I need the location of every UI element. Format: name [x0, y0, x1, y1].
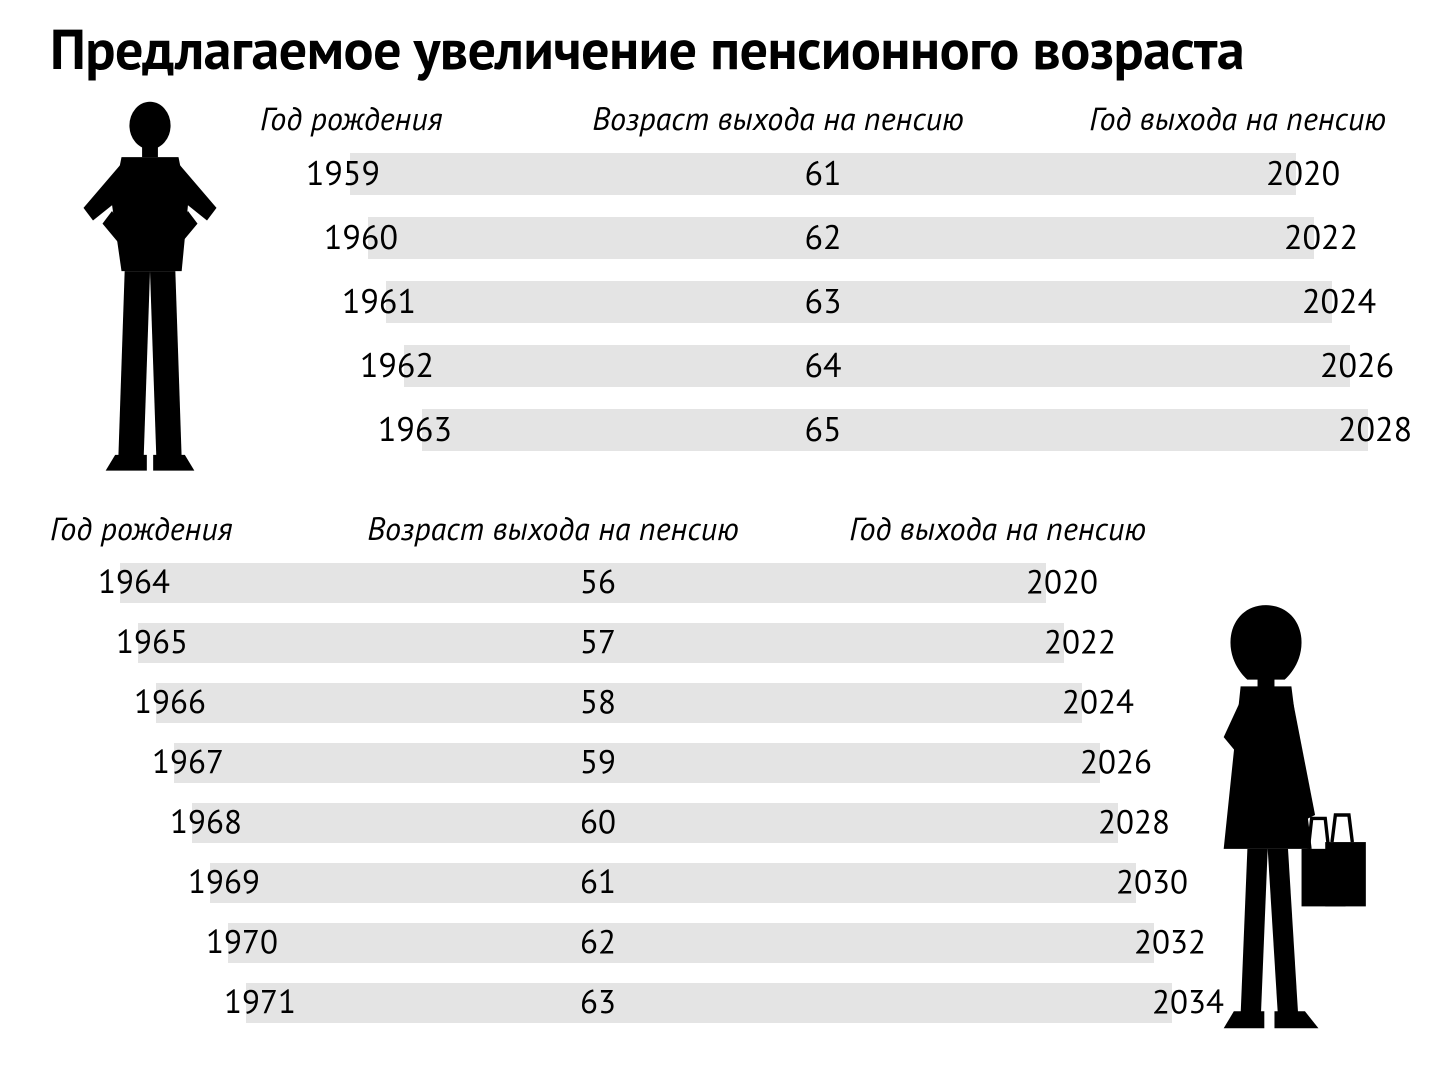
table-row: 1961632024 [260, 273, 1386, 329]
men-table: Год рождения Возраст выхода на пенсию Го… [260, 97, 1386, 477]
col-retire-header: Год выхода на пенсию [1046, 97, 1386, 139]
row-bar [156, 683, 1082, 723]
col-birth-header: Год рождения [260, 97, 510, 139]
row-bar [192, 803, 1118, 843]
birth-year: 1967 [104, 735, 224, 789]
birth-year: 1965 [68, 615, 188, 669]
col-age-header: Возраст выхода на пенсию [510, 97, 1046, 139]
retirement-year: 2026 [1320, 337, 1436, 393]
row-bar [174, 743, 1100, 783]
birth-year: 1964 [50, 555, 170, 609]
birth-year: 1970 [158, 915, 278, 969]
table-row: 1959 61 2020 [260, 145, 1386, 201]
man-silhouette-icon [50, 97, 260, 477]
row-bar [386, 281, 1332, 323]
infographic-page: Предлагаемое увеличение пенсионного возр… [0, 0, 1436, 1080]
retirement-age: 58 [580, 675, 616, 729]
women-headers: Год рождения Возраст выхода на пенсию Го… [50, 507, 1146, 549]
table-row: 1969612030 [50, 855, 1146, 909]
row-bar [422, 409, 1368, 451]
birth-year: 1966 [86, 675, 206, 729]
retirement-year: 2026 [1080, 735, 1200, 789]
retirement-year: 2020 [1026, 555, 1146, 609]
birth-year: 1960 [278, 209, 398, 265]
men-headers: Год рождения Возраст выхода на пенсию Го… [260, 97, 1386, 139]
retirement-age: 65 [804, 401, 841, 457]
retirement-age: 62 [804, 209, 841, 265]
table-row: 1963652028 [260, 401, 1386, 457]
birth-year: 1961 [296, 273, 416, 329]
retirement-age: 62 [580, 915, 616, 969]
retirement-year: 2024 [1302, 273, 1422, 329]
page-title: Предлагаемое увеличение пенсионного возр… [50, 20, 1386, 79]
table-row: 1964 56 2020 [50, 555, 1146, 609]
birth-year: 1969 [140, 855, 260, 909]
table-row: 1970622032 [50, 915, 1146, 969]
retirement-age: 63 [804, 273, 841, 329]
table-row: 1966582024 [50, 675, 1146, 729]
retirement-age: 60 [580, 795, 616, 849]
retirement-age: 61 [804, 145, 841, 201]
row-bar [246, 983, 1172, 1023]
row-bar [228, 923, 1154, 963]
retirement-year: 2022 [1044, 615, 1164, 669]
table-row: 1960622022 [260, 209, 1386, 265]
col-age-header: Возраст выхода на пенсию [300, 507, 806, 549]
table-row: 1971632034 [50, 975, 1146, 1029]
birth-year: 1959 [260, 145, 380, 201]
table-row: 1962642026 [260, 337, 1386, 393]
retirement-age: 64 [804, 337, 841, 393]
retirement-year: 2020 [1266, 145, 1386, 201]
retirement-age: 63 [580, 975, 616, 1029]
retirement-year: 2028 [1098, 795, 1218, 849]
col-birth-header: Год рождения [50, 507, 300, 549]
birth-year: 1963 [332, 401, 452, 457]
birth-year: 1971 [176, 975, 296, 1029]
row-bar [210, 863, 1136, 903]
retirement-year: 2022 [1284, 209, 1404, 265]
birth-year: 1962 [314, 337, 434, 393]
retirement-year: 2024 [1062, 675, 1182, 729]
table-row: 1967592026 [50, 735, 1146, 789]
retirement-year: 2032 [1134, 915, 1254, 969]
col-retire-header: Год выхода на пенсию [806, 507, 1146, 549]
table-row: 1968602028 [50, 795, 1146, 849]
retirement-year: 2028 [1338, 401, 1436, 457]
retirement-age: 61 [580, 855, 616, 909]
women-section: Год рождения Возраст выхода на пенсию Го… [50, 507, 1386, 1035]
retirement-year: 2030 [1116, 855, 1236, 909]
birth-year: 1968 [122, 795, 242, 849]
men-section: Год рождения Возраст выхода на пенсию Го… [50, 97, 1386, 477]
retirement-age: 56 [580, 555, 616, 609]
retirement-year: 2034 [1152, 975, 1272, 1029]
table-row: 1965572022 [50, 615, 1146, 669]
retirement-age: 59 [580, 735, 616, 789]
row-bar [404, 345, 1350, 387]
women-table: Год рождения Возраст выхода на пенсию Го… [50, 507, 1146, 1035]
retirement-age: 57 [580, 615, 616, 669]
